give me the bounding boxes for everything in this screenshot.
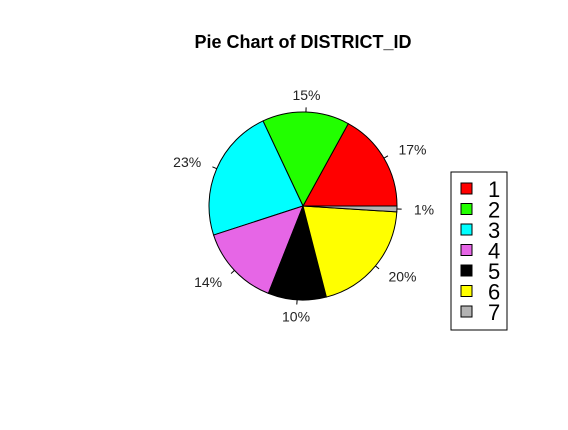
pie-label-7: 1% [414, 201, 434, 217]
pie-label-2: 15% [292, 87, 320, 103]
pie-label-tick-4 [231, 270, 234, 273]
legend-swatch-4 [461, 245, 472, 256]
pie-label-1: 17% [398, 142, 426, 158]
legend-swatch-7 [461, 306, 472, 317]
chart-title: Pie Chart of DISTRICT_ID [194, 32, 411, 52]
pie-label-3: 23% [173, 154, 201, 170]
legend-label-7: 7 [488, 300, 500, 325]
legend-swatch-3 [461, 224, 472, 235]
pie-label-tick-6 [375, 266, 379, 269]
legend-swatch-6 [461, 286, 472, 297]
pie-label-4: 14% [194, 274, 222, 290]
pie-label-5: 10% [282, 309, 310, 325]
pie-label-6: 20% [388, 269, 416, 285]
legend-swatch-1 [461, 183, 472, 194]
pie-slices [209, 112, 397, 300]
legend-swatch-2 [461, 204, 472, 215]
pie-label-tick-1 [384, 156, 388, 158]
pie-label-tick-3 [212, 167, 216, 169]
legend-swatch-5 [461, 265, 472, 276]
